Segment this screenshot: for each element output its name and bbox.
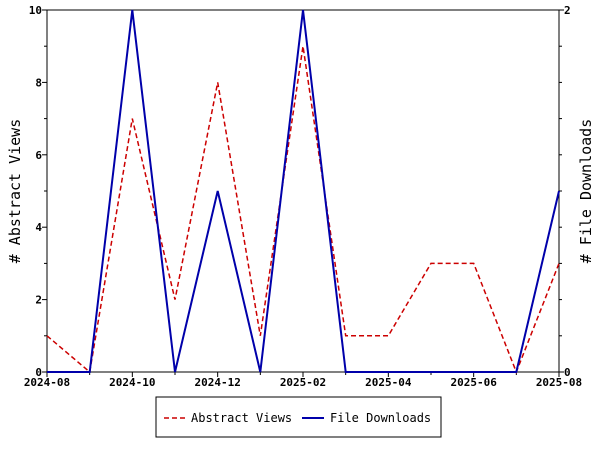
- legend-box: [155, 396, 442, 438]
- x-tick-label: 2024-12: [194, 376, 240, 389]
- y-left-tick-label: 6: [35, 149, 42, 162]
- legend: Abstract Views File Downloads: [155, 396, 442, 438]
- x-tick-label: 2025-02: [280, 376, 326, 389]
- y-axis-right-title: # File Downloads: [577, 119, 595, 264]
- y-axis-left-title: # Abstract Views: [6, 119, 24, 264]
- x-tick-label: 2024-08: [24, 376, 70, 389]
- y-left-tick-label: 0: [35, 366, 42, 379]
- y-right-tick-label: 0: [564, 366, 571, 379]
- y-left-tick-label: 2: [35, 294, 42, 307]
- y-left-tick-label: 10: [29, 4, 42, 17]
- y-right-tick-label: 2: [564, 4, 571, 17]
- x-tick-label: 2025-06: [450, 376, 497, 389]
- legend-label-file-downloads: File Downloads: [330, 411, 431, 425]
- x-tick-label: 2025-04: [365, 376, 412, 389]
- x-tick-label: 2024-10: [109, 376, 155, 389]
- series-line-abstract-views: [46, 46, 560, 375]
- series-layer: [46, 9, 560, 375]
- y-left-tick-label: 4: [35, 221, 42, 234]
- plot-frame: [46, 9, 560, 373]
- ticks-layer: 2024-08 2024-10 2024-12 2025-02 2025-04 2025-…: [24, 4, 582, 389]
- y-left-tick-label: 8: [35, 76, 42, 89]
- x-tick-label: 2025-08: [536, 376, 582, 389]
- legend-label-abstract-views: Abstract Views: [191, 411, 292, 425]
- series-line-file-downloads: [47, 9, 560, 373]
